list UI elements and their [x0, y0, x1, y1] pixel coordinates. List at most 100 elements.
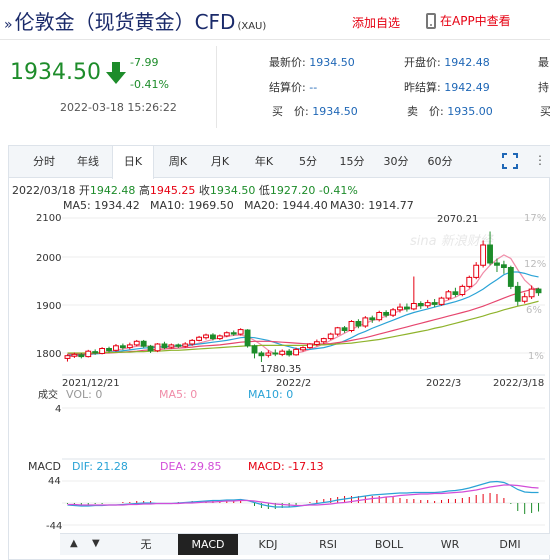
candle-body: [452, 291, 459, 295]
candle-body: [230, 332, 237, 335]
tab-year-line[interactable]: 年线: [77, 155, 99, 168]
candle-body: [417, 303, 424, 307]
candle-body: [161, 343, 168, 349]
divider: [0, 39, 550, 40]
y-tick-label: 1900: [36, 301, 61, 312]
indicator-tab-boll[interactable]: BOLL: [374, 538, 404, 551]
tab-15min[interactable]: 15分: [339, 155, 365, 168]
candle-body: [203, 334, 209, 339]
tab-daily-k[interactable]: 日K: [112, 146, 154, 179]
candle-body: [307, 343, 313, 349]
quote-field-cut: 买: [540, 105, 550, 118]
indicator-tab-wr[interactable]: WR: [440, 538, 460, 551]
volume-ma5-label: MA5: 0: [159, 388, 197, 401]
candle-body: [487, 244, 493, 264]
candle-body: [216, 335, 223, 340]
candle-body: [424, 302, 431, 307]
more-icon[interactable]: ⋮: [534, 153, 546, 167]
indicator-tab-macd[interactable]: MACD: [178, 534, 238, 555]
pct-tick-label: 6%: [526, 305, 542, 316]
candle-body: [438, 297, 445, 305]
scroll-left-icon[interactable]: ▲: [70, 538, 78, 549]
tab-60min[interactable]: 60分: [427, 155, 453, 168]
price-change: -7.99: [130, 56, 159, 69]
price-change-pct: -0.41%: [130, 78, 169, 91]
macd-title: MACD: [28, 460, 61, 473]
ma20-line: [67, 287, 539, 355]
macd-value-label: MACD: -17.13: [248, 460, 324, 473]
candle-body: [514, 285, 521, 302]
open-in-app-button[interactable]: 在APP中查看: [426, 12, 511, 29]
candle-body: [390, 309, 396, 316]
last-price: 1934.50: [10, 60, 101, 85]
candle-body: [279, 350, 286, 355]
candle-body: [175, 344, 182, 347]
candle-body: [182, 343, 189, 347]
ohlc-readout: 2022/03/18 开1942.48 高1945.25 收1934.50 低1…: [12, 184, 358, 197]
candle-body: [521, 296, 528, 302]
page-title: » 伦敦金（现货黄金）CFD (XAU): [4, 10, 267, 34]
candle-body: [99, 348, 106, 354]
quote-field: 开盘价: 1942.48: [404, 56, 490, 69]
tab-weekly-k[interactable]: 周K: [168, 155, 188, 168]
tab-30min[interactable]: 30分: [383, 155, 409, 168]
scroll-right-icon[interactable]: ▼: [92, 538, 100, 549]
ma20-legend: MA20: 1944.40: [244, 199, 328, 212]
tab-5min[interactable]: 5分: [299, 155, 317, 168]
macd-lines: [67, 480, 539, 508]
add-watchlist-button[interactable]: 添加自选: [352, 16, 401, 30]
x-tick-label: 2022/3: [426, 378, 461, 389]
candle-body: [196, 336, 203, 341]
candle-body: [528, 288, 535, 298]
candle-body: [397, 306, 403, 311]
candle-body: [362, 317, 369, 327]
candle-body: [272, 352, 279, 355]
candle-body: [334, 327, 341, 335]
fullscreen-icon[interactable]: [502, 153, 518, 169]
y-tick-label: 2100: [36, 213, 61, 224]
volume-title: 成交: [38, 388, 58, 401]
candle-body: [403, 306, 410, 310]
tab-yearly-k[interactable]: 年K: [254, 155, 274, 168]
candle-body: [64, 355, 71, 359]
indicator-tab-kdj[interactable]: KDJ: [258, 538, 278, 551]
indicator-tab-dmi[interactable]: DMI: [499, 538, 521, 551]
candle-body: [113, 345, 119, 351]
quote-field-cut: 最: [538, 56, 549, 69]
x-tick-label: 2021/12/21: [62, 378, 120, 389]
period-tab-bar: [9, 146, 550, 178]
candle-body: [189, 339, 196, 345]
indicator-tab-none[interactable]: 无: [140, 538, 152, 551]
low-annotation: 1780.35: [260, 364, 301, 375]
candle-body: [154, 343, 161, 352]
candle-body: [500, 264, 507, 268]
candles: [64, 231, 542, 362]
candle-body: [85, 350, 92, 358]
x-tick-label: 2022/2: [276, 378, 311, 389]
candle-body: [480, 244, 487, 266]
quote-field: 买 价: 1934.50: [272, 105, 358, 118]
macd-y-tick: -44: [46, 521, 62, 532]
indicator-tab-rsi[interactable]: RSI: [319, 538, 337, 551]
tab-intraday[interactable]: 分时: [33, 155, 55, 168]
candle-body: [535, 288, 542, 294]
dea-line: [67, 484, 539, 507]
quote-field-cut: 持: [538, 81, 549, 94]
candle-body: [119, 345, 126, 349]
x-tick-label: 2022/3/18: [493, 378, 544, 389]
down-arrow-icon: [106, 62, 126, 84]
candle-body: [313, 341, 320, 345]
watermark: sina 新浪财经: [410, 233, 495, 249]
candle-body: [369, 317, 376, 321]
candle-body: [507, 267, 514, 287]
candle-body: [348, 321, 355, 331]
phone-icon: [426, 12, 436, 29]
candle-body: [210, 334, 216, 340]
quote-field: 结算价: --: [269, 81, 318, 94]
tab-monthly-k[interactable]: 月K: [210, 155, 230, 168]
candle-body: [355, 321, 362, 327]
candle-body: [140, 340, 147, 347]
volume-label: VOL: 0: [66, 388, 102, 401]
candle-body: [265, 352, 272, 356]
